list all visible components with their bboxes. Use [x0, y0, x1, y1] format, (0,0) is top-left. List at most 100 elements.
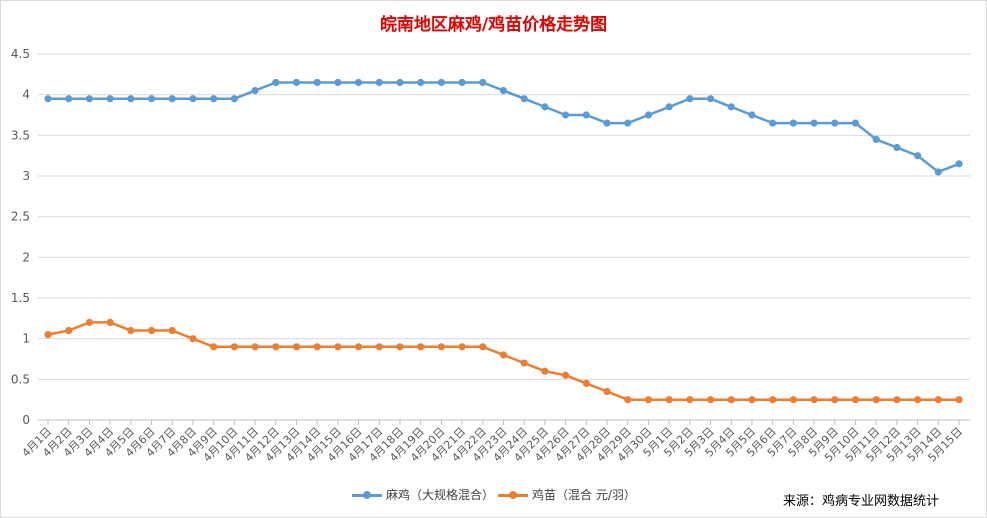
series-1-point [334, 78, 342, 87]
series-1-point [893, 143, 901, 152]
series-2-point [624, 396, 632, 404]
y-tick-label: 0.5 [11, 372, 30, 386]
series-2-point [292, 343, 301, 351]
series-2-point [851, 396, 860, 404]
series-2-point [85, 318, 94, 326]
series-group [44, 78, 963, 404]
series-2-point [748, 396, 756, 404]
legend-item-series-2: 鸡苗（混合 元/羽） [498, 486, 636, 503]
y-tick-label: 4.5 [11, 47, 30, 61]
series-2-point [313, 343, 321, 351]
series-2-point [769, 396, 777, 404]
series-1-point [437, 78, 445, 87]
series-2-point [251, 343, 259, 351]
series-1-point [789, 119, 797, 127]
series-1-point [44, 95, 52, 103]
series-1-point [582, 111, 590, 119]
series-2-point [913, 396, 922, 404]
series-1-point [727, 103, 735, 111]
legend: 麻鸡（大规格混合） 鸡苗（混合 元/羽） [0, 486, 987, 504]
series-1-point [251, 87, 259, 95]
series-2-point [334, 343, 342, 351]
series-2-point [686, 396, 694, 404]
series-2-point [810, 396, 818, 404]
series-1-point [106, 95, 114, 103]
series-2-point [727, 396, 735, 404]
series-1-point [417, 78, 425, 87]
y-tick-label: 1.5 [11, 291, 30, 305]
series-2-point [417, 343, 425, 351]
series-2-point [955, 396, 963, 404]
series-2-point [210, 343, 218, 351]
series-2-point [375, 343, 383, 351]
series-1-point [375, 78, 383, 87]
series-1-point [748, 111, 756, 119]
series-2-point [893, 396, 901, 404]
series-1-point [541, 103, 549, 111]
series-1-point [769, 119, 777, 127]
gridlines [38, 53, 970, 380]
series-1-point [210, 95, 218, 103]
series-1-point [603, 119, 611, 127]
series-1 [44, 78, 963, 176]
series-1-point [851, 119, 860, 127]
series-2-line [47, 321, 959, 401]
x-axis: 4月1日4月2日4月3日4月4日4月5日4月6日4月7日4月8日4月9日4月10… [19, 419, 970, 465]
legend-label-series-1: 麻鸡（大规格混合） [386, 488, 495, 502]
y-tick-label: 4 [22, 88, 30, 102]
series-2-point [479, 343, 487, 351]
series-1-point [189, 95, 197, 103]
chart-title: 皖南地区麻鸡/鸡苗价格走势图 [379, 15, 608, 35]
series-2-point [665, 396, 673, 404]
series-2-point [541, 367, 549, 375]
source-note: 来源：鸡病专业网数据统计 [783, 494, 940, 509]
series-1-point [520, 95, 528, 103]
series-1-point [147, 95, 156, 103]
series-1-point [665, 103, 673, 111]
series-2-point [458, 343, 466, 351]
series-1-point [913, 152, 922, 160]
series-1-point [499, 87, 508, 95]
series-1-point [872, 135, 880, 143]
y-tick-label: 0 [22, 413, 30, 427]
series-1-point [65, 95, 73, 103]
series-1-point [127, 95, 135, 103]
series-1-point [479, 78, 487, 87]
series-1-point [644, 111, 653, 119]
series-2-point [44, 331, 52, 339]
series-1-point [810, 119, 818, 127]
series-1-point [934, 168, 942, 176]
series-1-point [313, 78, 321, 87]
series-2-point [644, 396, 653, 404]
series-1-point [624, 119, 632, 127]
legend-swatch-series-2 [498, 489, 528, 501]
series-2-point [127, 326, 135, 335]
series-2-point [831, 396, 839, 404]
series-1-point [458, 78, 466, 87]
series-2-point [65, 326, 73, 335]
series-2-point [272, 343, 280, 351]
series-1-line [48, 81, 960, 174]
legend-label-series-2: 鸡苗（混合 元/羽） [532, 488, 636, 502]
series-1-point [272, 78, 280, 87]
series-1-point [686, 95, 694, 103]
y-tick-label: 3.5 [11, 128, 30, 142]
series-2-point [562, 371, 570, 379]
y-axis: 0 0.5 1 1.5 2 2.5 3 3.5 4 4.5 [11, 47, 30, 427]
series-1-point [831, 119, 839, 127]
series-2-point [106, 318, 114, 326]
y-tick-label: 3 [22, 169, 30, 183]
series-2-point [354, 343, 363, 351]
series-2-point [230, 343, 238, 351]
legend-item-series-1: 麻鸡（大规格混合） [352, 486, 494, 503]
series-2 [44, 318, 963, 404]
series-2-point [396, 343, 404, 351]
series-1-point [562, 111, 570, 119]
series-2-point [499, 351, 508, 359]
y-tick-label: 2.5 [11, 210, 30, 224]
series-2-point [147, 326, 156, 335]
series-1-point [292, 78, 301, 87]
series-2-point [789, 396, 797, 404]
series-1-point [168, 95, 176, 103]
